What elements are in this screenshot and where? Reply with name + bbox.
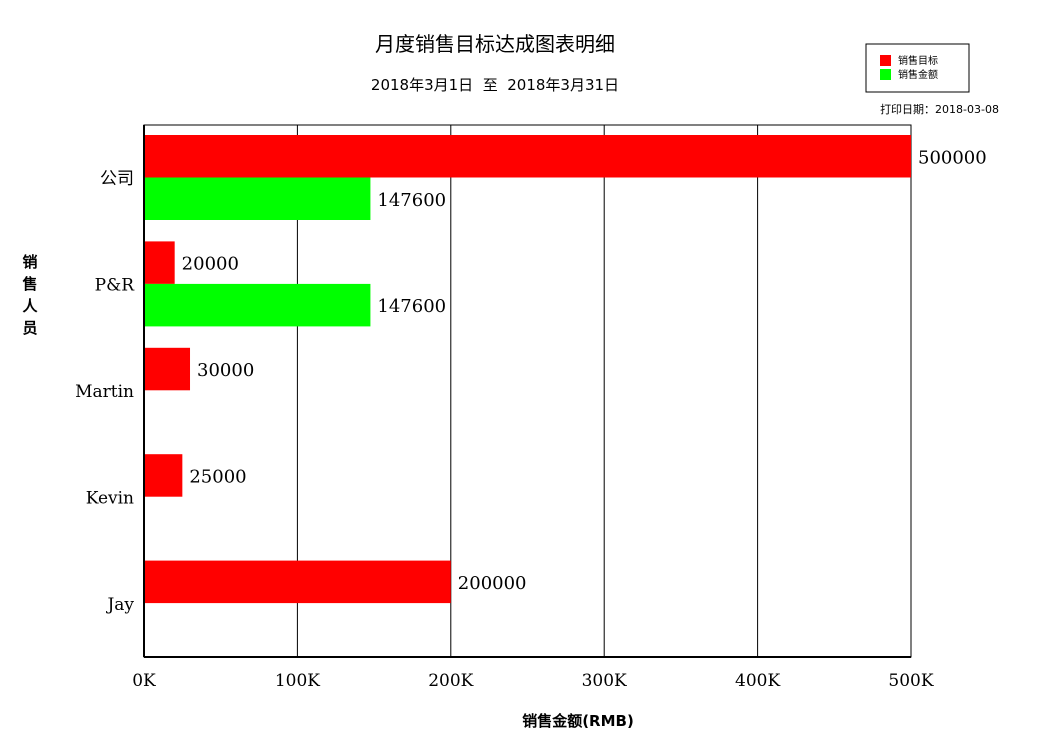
x-tick-label: 500K (888, 671, 933, 691)
bar (144, 347, 191, 391)
x-tick-label: 0K (132, 671, 156, 691)
x-tick-label: 400K (735, 671, 780, 691)
bars: 500000 147600 20000 147600 30000 25000 200000 (144, 135, 987, 604)
bar (144, 241, 175, 284)
x-axis-title: 销售金额(RMB) (522, 712, 634, 730)
bar (144, 560, 451, 604)
y-axis-title: 销售人员 (22, 253, 38, 337)
print-date: 打印日期：2018-03-08 (880, 102, 999, 116)
chart-subtitle: 2018年3月1日 至 2018年3月31日 (371, 76, 619, 94)
data-label: 25000 (189, 466, 246, 487)
y-tick-label: Jay (105, 595, 134, 615)
legend-label: 销售目标 (898, 54, 938, 67)
bar (144, 283, 371, 327)
y-tick-label: 公司 (100, 169, 134, 189)
legend-box (865, 43, 970, 93)
y-tick-label: Kevin (86, 488, 134, 508)
data-label: 20000 (182, 254, 239, 275)
x-tick-label: 200K (428, 671, 473, 691)
data-label: 147600 (377, 190, 446, 211)
chart-title: 月度销售目标达成图表明细 (375, 32, 615, 56)
x-tick-label: 300K (582, 671, 627, 691)
legend-label: 销售金额 (898, 68, 938, 81)
bar (144, 177, 371, 220)
y-tick-label: P&R (95, 276, 136, 296)
legend-swatch (880, 69, 891, 80)
data-label: 500000 (918, 147, 987, 168)
bar (144, 454, 183, 497)
bar (144, 135, 911, 178)
y-tick-label: Martin (75, 382, 134, 402)
axes: 0K 100K 200K 300K 400K 500K 公司 P&R Martin Kevin Ja… (75, 125, 934, 691)
data-label: 200000 (458, 573, 527, 594)
data-label: 30000 (197, 360, 254, 381)
data-label: 147600 (377, 296, 446, 317)
x-tick-label: 100K (275, 671, 320, 691)
legend-swatch (880, 55, 891, 66)
